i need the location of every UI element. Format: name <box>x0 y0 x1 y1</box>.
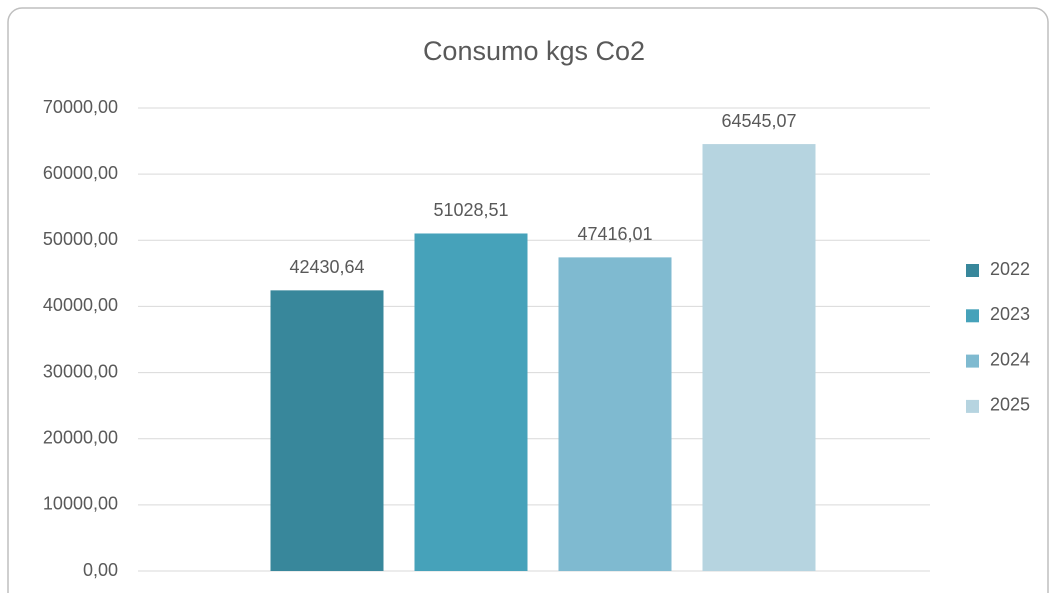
legend-swatch <box>966 309 979 323</box>
legend-swatch <box>966 399 979 413</box>
legend-label: 2024 <box>990 349 1030 369</box>
y-tick-label: 50000,00 <box>43 229 118 249</box>
legend-label: 2022 <box>990 259 1030 279</box>
data-label: 51028,51 <box>433 200 508 220</box>
y-tick-label: 60000,00 <box>43 163 118 183</box>
bar <box>702 144 816 572</box>
legend-swatch <box>966 264 979 277</box>
y-tick-label: 20000,00 <box>43 427 118 447</box>
y-tick-label: 40000,00 <box>43 295 118 315</box>
y-tick-label: 70000,00 <box>43 97 118 117</box>
y-tick-label: 10000,00 <box>43 494 118 514</box>
y-tick-label: 30000,00 <box>43 361 118 381</box>
chart-title: Consumo kgs Co2 <box>423 36 645 66</box>
legend-label: 2025 <box>990 395 1030 415</box>
data-label: 64545,07 <box>721 111 796 131</box>
bar <box>270 290 384 571</box>
bar <box>558 257 672 571</box>
legend-label: 2023 <box>990 304 1030 324</box>
data-label: 42430,64 <box>289 257 364 277</box>
y-tick-label: 0,00 <box>83 560 118 580</box>
data-label: 47416,01 <box>577 224 652 244</box>
legend-swatch <box>966 354 979 368</box>
bar <box>414 233 528 571</box>
